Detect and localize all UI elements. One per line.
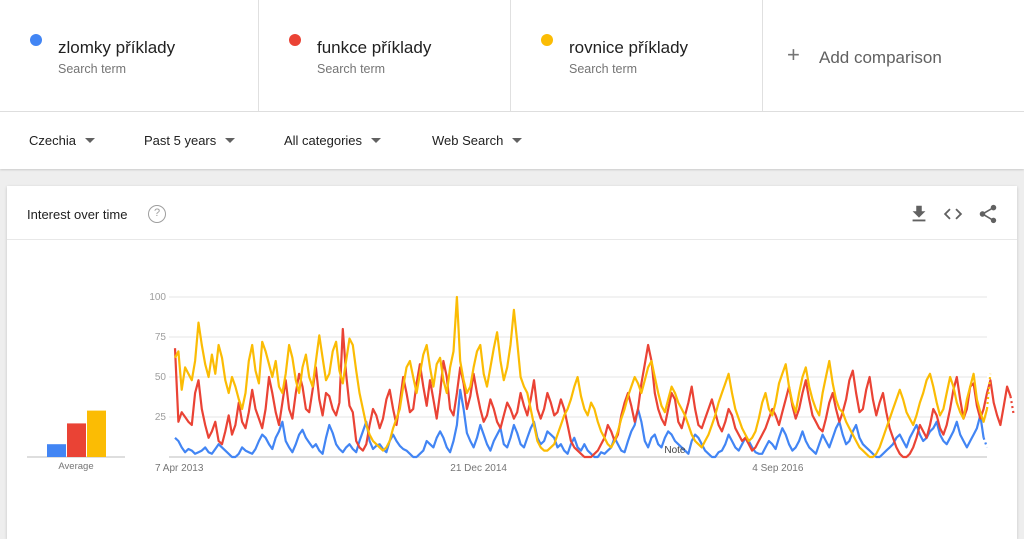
region-dropdown[interactable]: Czechia — [29, 133, 95, 148]
term-3-name[interactable]: rovnice příklady — [569, 38, 689, 57]
search-property-dropdown[interactable]: Web Search — [432, 133, 523, 148]
time-range-value: Past 5 years — [144, 133, 217, 148]
y-tick-label: 75 — [155, 332, 167, 343]
time-range-dropdown[interactable]: Past 5 years — [144, 133, 236, 148]
average-bar-2 — [67, 423, 86, 457]
term-1-name[interactable]: zlomky příklady — [58, 38, 176, 57]
card-title: Interest over time — [27, 207, 128, 222]
interest-over-time-card: Interest over time ? Average 25 50 75 100 7… — [7, 186, 1017, 539]
filters-bar: Czechia Past 5 years All categories Web … — [0, 112, 1024, 169]
download-icon[interactable] — [908, 203, 930, 225]
chart-labels: 7 Apr 2013 21 Dec 2014 4 Sep 2016 Note — [155, 445, 804, 474]
series-partial-segment-2 — [1009, 396, 1015, 416]
add-comparison-label: Add comparison — [819, 48, 942, 67]
y-tick-label: 100 — [149, 292, 166, 303]
add-comparison-button[interactable]: + Add comparison — [763, 0, 1024, 112]
help-icon[interactable]: ? — [148, 205, 166, 223]
chevron-down-icon — [84, 138, 95, 143]
chevron-down-icon — [225, 138, 236, 143]
x-tick-label: 7 Apr 2013 — [155, 463, 204, 474]
term-2-name[interactable]: funkce příklady — [317, 38, 432, 57]
term-1-subtitle: Search term — [58, 62, 127, 76]
y-tick-label: 50 — [155, 372, 167, 383]
term-3-subtitle: Search term — [569, 62, 638, 76]
series-line-2 — [173, 327, 1012, 459]
card-header: Interest over time ? — [7, 186, 1017, 240]
note-annotation[interactable]: Note — [664, 445, 686, 456]
series-partial-segment-1 — [982, 437, 989, 448]
series-line-3 — [174, 295, 989, 459]
term-3-color-dot — [541, 34, 553, 46]
interest-chart[interactable]: Average 25 50 75 100 7 Apr 2013 21 Dec 2014 4… — [7, 240, 1017, 539]
region-value: Czechia — [29, 133, 76, 148]
average-bar-3 — [87, 410, 106, 457]
term-card-1[interactable]: zlomky příklady Search term — [0, 0, 259, 112]
category-value: All categories — [284, 133, 363, 148]
series-line-1 — [174, 388, 985, 459]
x-tick-label: 4 Sep 2016 — [752, 463, 804, 474]
series-partial-segment-3 — [985, 373, 992, 410]
x-tick-label: 21 Dec 2014 — [450, 463, 507, 474]
term-2-color-dot — [289, 34, 301, 46]
term-card-3[interactable]: rovnice příklady Search term — [511, 0, 763, 112]
average-bar-1 — [47, 444, 66, 457]
chevron-down-icon — [371, 138, 382, 143]
term-1-color-dot — [30, 34, 42, 46]
search-terms-bar: zlomky příklady Search term funkce příkl… — [0, 0, 1024, 112]
y-tick-label: 25 — [155, 412, 167, 423]
category-dropdown[interactable]: All categories — [284, 133, 382, 148]
chevron-down-icon — [512, 138, 523, 143]
embed-icon[interactable] — [942, 203, 964, 225]
chart-series — [173, 295, 1015, 459]
term-card-2[interactable]: funkce příklady Search term — [259, 0, 511, 112]
average-label: Average — [58, 461, 93, 472]
plus-icon: + — [787, 42, 800, 67]
term-2-subtitle: Search term — [317, 62, 386, 76]
search-property-value: Web Search — [432, 133, 504, 148]
share-icon[interactable] — [977, 203, 999, 225]
average-bars: Average — [27, 410, 125, 472]
